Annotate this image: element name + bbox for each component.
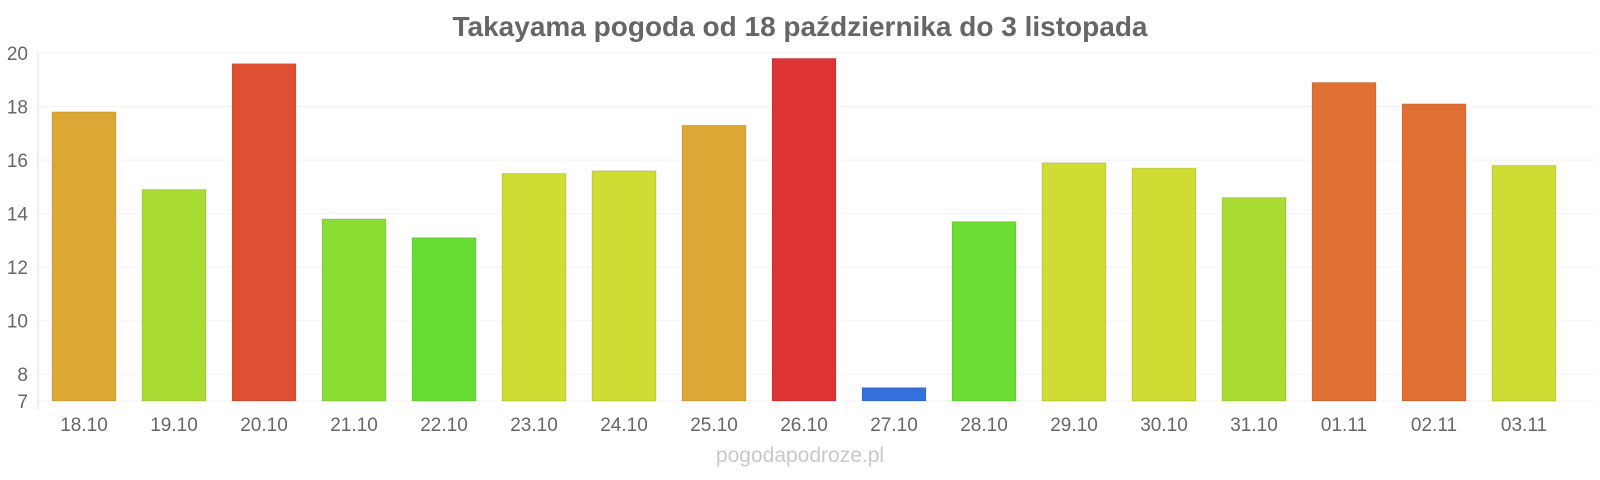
- x-tick-label: 25.10: [690, 415, 738, 436]
- y-tick-label: 8: [17, 365, 28, 386]
- bar-01.11: [1311, 81, 1377, 402]
- bar-18.10: [51, 111, 117, 402]
- bar-19.10: [141, 189, 207, 402]
- bar-24.10: [591, 170, 657, 402]
- bar-31.10: [1221, 197, 1287, 402]
- y-tick-label: 16: [7, 151, 28, 172]
- x-tick-label: 02.11: [1411, 415, 1457, 436]
- bar-25.10: [681, 124, 747, 402]
- bar-03.11: [1491, 164, 1557, 402]
- bar-30.10: [1131, 167, 1197, 402]
- x-tick-label: 28.10: [960, 415, 1008, 436]
- y-tick-label: 10: [7, 312, 28, 333]
- y-tick-label: 20: [7, 44, 28, 65]
- bar-29.10: [1041, 162, 1107, 402]
- bars: [51, 57, 1557, 402]
- x-tick-label: 29.10: [1050, 415, 1098, 436]
- x-tick-label: 19.10: [150, 415, 198, 436]
- bar-02.11: [1401, 103, 1467, 402]
- bar-23.10: [501, 172, 567, 402]
- x-tick-label: 18.10: [60, 415, 108, 436]
- x-tick-label: 24.10: [600, 415, 648, 436]
- x-tick-label: 23.10: [510, 415, 558, 436]
- y-tick-label: 7: [17, 392, 28, 413]
- bar-26.10: [771, 57, 837, 402]
- source-watermark: pogodapodroze.pl: [716, 444, 884, 467]
- y-tick-label: 12: [7, 258, 28, 279]
- y-tick-label: 14: [7, 205, 29, 226]
- x-tick-label: 26.10: [780, 415, 828, 436]
- x-tick-label: 21.10: [330, 415, 378, 436]
- bar-21.10: [321, 218, 387, 402]
- y-axis-ticks: 7 8 10 12 14 16 18 20: [7, 44, 29, 413]
- x-tick-label: 20.10: [240, 415, 288, 436]
- bar-27.10: [861, 387, 927, 402]
- x-tick-label: 03.11: [1501, 415, 1547, 436]
- chart-title: Takayama pogoda od 18 października do 3 …: [453, 11, 1148, 42]
- x-tick-label: 22.10: [420, 415, 468, 436]
- x-tick-label: 30.10: [1140, 415, 1188, 436]
- bar-20.10: [231, 63, 297, 402]
- x-tick-label: 27.10: [870, 415, 918, 436]
- x-axis-ticks: 18.10 19.10 20.10 21.10 22.10 23.10 24.10 25.10…: [60, 415, 1547, 436]
- bar-22.10: [411, 237, 477, 402]
- bar-28.10: [951, 221, 1017, 402]
- y-tick-label: 18: [7, 98, 28, 119]
- x-tick-label: 31.10: [1230, 415, 1278, 436]
- x-tick-label: 01.11: [1321, 415, 1367, 436]
